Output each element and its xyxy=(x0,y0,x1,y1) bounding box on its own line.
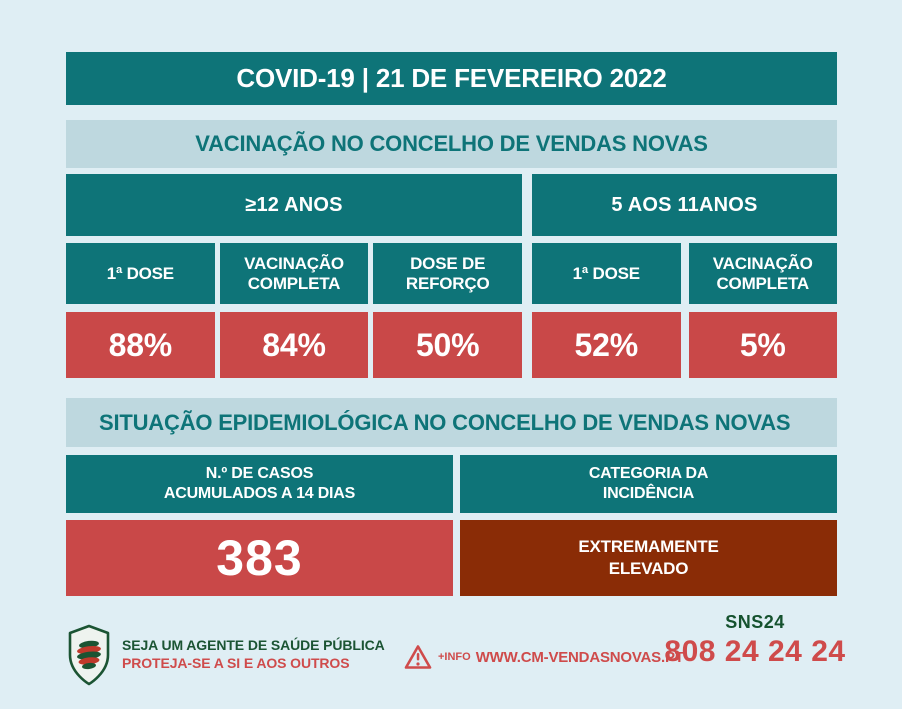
incidence-value: EXTREMAMENTE ELEVADO xyxy=(460,520,837,596)
cases-value: 383 xyxy=(66,520,453,596)
age-group-header-row: ≥12 ANOS 5 AOS 11ANOS xyxy=(66,174,837,236)
page-title: COVID-19 | 21 DE FEVEREIRO 2022 xyxy=(236,63,667,93)
value-5to11-complete: 5% xyxy=(688,312,837,378)
more-info: +INFO WWW.CM-VENDASNOVAS.PT xyxy=(404,644,684,670)
vaccination-section-title: VACINAÇÃO NO CONCELHO DE VENDAS NOVAS xyxy=(195,131,708,156)
label-5to11-complete: VACINAÇÃO COMPLETA xyxy=(688,243,837,304)
info-url: WWW.CM-VENDASNOVAS.PT xyxy=(475,648,684,666)
dose-value-row: 88% 84% 50% 52% 5% xyxy=(66,312,837,378)
label-12plus-dose1: 1ª DOSE xyxy=(66,243,215,304)
slogan-line-2: PROTEJA-SE A SI E AOS OUTROS xyxy=(122,654,350,671)
epidemiology-label-row: N.º DE CASOS ACUMULADOS A 14 DIAS CATEGO… xyxy=(66,455,837,513)
sns24-phone-number: 808 24 24 24 xyxy=(664,635,846,668)
health-shield-icon xyxy=(66,624,112,688)
epidemiology-section-title: SITUAÇÃO EPIDEMIOLÓGICA NO CONCELHO DE V… xyxy=(99,409,791,435)
age-group-12plus-header: ≥12 ANOS xyxy=(66,174,522,236)
incidence-label: CATEGORIA DA INCIDÊNCIA xyxy=(460,455,837,513)
cases-label: N.º DE CASOS ACUMULADOS A 14 DIAS xyxy=(66,455,453,513)
label-12plus-booster: DOSE DE REFORÇO xyxy=(373,243,523,304)
value-12plus-complete: 84% xyxy=(219,312,369,378)
sns24-contact: SNS24 808 24 24 24 xyxy=(660,612,850,669)
sns24-label: SNS24 xyxy=(725,612,785,632)
vaccination-section-bar: VACINAÇÃO NO CONCELHO DE VENDAS NOVAS xyxy=(66,120,837,168)
info-prefix-label: +INFO xyxy=(438,651,471,663)
epidemiology-value-row: 383 EXTREMAMENTE ELEVADO xyxy=(66,520,837,596)
dose-label-row: 1ª DOSE VACINAÇÃO COMPLETA DOSE DE REFOR… xyxy=(66,243,837,304)
public-health-slogan: SEJA UM AGENTE DE SAÚDE PÚBLICA PROTEJA-… xyxy=(122,637,385,672)
label-5to11-dose1: 1ª DOSE xyxy=(532,243,681,304)
slogan-line-1: SEJA UM AGENTE DE SAÚDE PÚBLICA xyxy=(122,637,385,653)
warning-triangle-icon xyxy=(404,644,432,670)
value-12plus-dose1: 88% xyxy=(66,312,215,378)
value-12plus-booster: 50% xyxy=(373,312,523,378)
epidemiology-section-bar: SITUAÇÃO EPIDEMIOLÓGICA NO CONCELHO DE V… xyxy=(66,398,837,447)
age-group-5to11-header: 5 AOS 11ANOS xyxy=(532,174,837,236)
label-12plus-complete: VACINAÇÃO COMPLETA xyxy=(219,243,369,304)
value-5to11-dose1: 52% xyxy=(532,312,681,378)
page-title-bar: COVID-19 | 21 DE FEVEREIRO 2022 xyxy=(66,52,837,105)
